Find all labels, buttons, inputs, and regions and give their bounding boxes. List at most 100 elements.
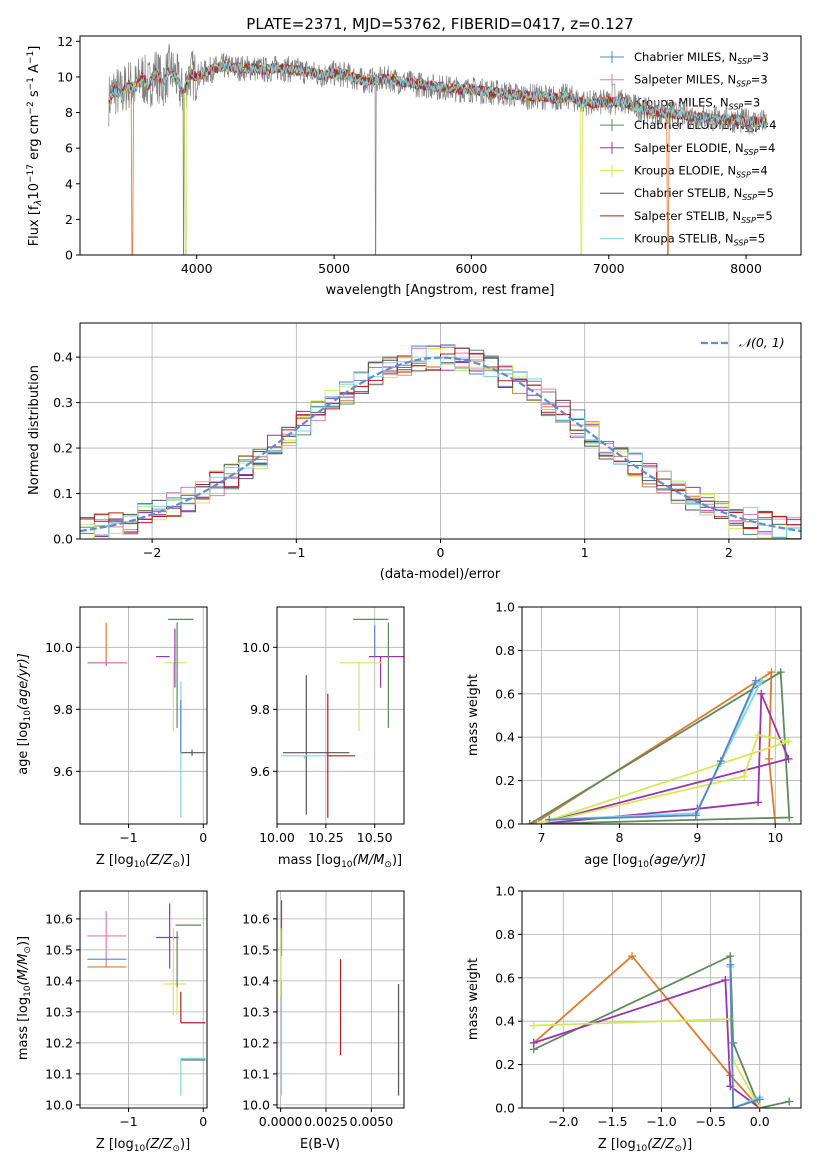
- mass-weight-line: [729, 964, 760, 1108]
- x-tick-label: −1.5: [597, 1114, 627, 1129]
- x-tick-label: −0.5: [695, 1114, 725, 1129]
- y-tick-label: 10.0: [242, 640, 270, 655]
- plus-marker: [740, 772, 749, 781]
- x-tick-label: 7: [538, 830, 546, 845]
- axes-frame: [521, 606, 802, 825]
- legend-label-tail: =5: [756, 209, 773, 223]
- y-tick-label: 0.0: [495, 1101, 515, 1116]
- x-tick-label: 9: [693, 830, 701, 845]
- y-tick-label: 10.2: [242, 1035, 270, 1050]
- y-tick-label: 8: [65, 105, 73, 120]
- x-tick-label: 0.0: [750, 1114, 770, 1129]
- axes-frame: [276, 890, 405, 1109]
- plus-marker: [751, 676, 760, 685]
- x-tick-label: 1: [581, 545, 589, 560]
- y-tick-label: 10.2: [45, 1035, 73, 1050]
- x-tick-label: 10.00: [259, 830, 295, 845]
- legend-label-name: Salpeter STELIB, N: [634, 209, 741, 223]
- y-tick-label: 0.2: [495, 1057, 515, 1072]
- legend-label-name: Chabrier STELIB, N: [634, 186, 742, 200]
- spectrum-panel: PLATE=2371, MJD=53762, FIBERID=0417, z=0…: [26, 15, 802, 298]
- plus-marker: [529, 1038, 538, 1047]
- y-tick-label: 1.0: [495, 600, 515, 615]
- x-tick-label: −2: [143, 545, 161, 560]
- gaussian-curve: [80, 356, 801, 533]
- x-tick-label: −2.0: [548, 1114, 578, 1129]
- x-tick-label: 0: [437, 545, 445, 560]
- plus-marker: [785, 813, 794, 822]
- y-tick-label: 2: [65, 212, 73, 227]
- legend-label-name: Chabrier MILES, N: [634, 50, 737, 64]
- legend-label-sub: SSP: [744, 148, 759, 157]
- y-tick-label: 10.4: [45, 973, 73, 988]
- mw-z-x-label: Z [log10(Z/Z⊙)]: [598, 1137, 692, 1154]
- axes-frame: [79, 322, 802, 540]
- mass-weight-line: [549, 679, 764, 821]
- plus-marker: [729, 1038, 738, 1047]
- y-tick-label: 1.0: [495, 884, 515, 899]
- x-tick-label: 10: [767, 830, 783, 845]
- plus-marker: [729, 1104, 738, 1108]
- plus-marker: [726, 952, 735, 961]
- y-tick-label: 10.1: [45, 1066, 73, 1081]
- x-tick-label: −1: [119, 830, 137, 845]
- x-tick-label: 6000: [455, 261, 487, 276]
- y-tick-label: 0.8: [495, 643, 515, 658]
- x-tick-label: 0: [199, 830, 207, 845]
- x-tick-label: 0.0025: [304, 1114, 348, 1129]
- y-tick-label: 0.6: [495, 686, 515, 701]
- plot-area: [525, 668, 794, 824]
- plus-marker: [726, 960, 735, 969]
- x-tick-label: −1.0: [646, 1114, 676, 1129]
- y-tick-label: 10: [57, 69, 73, 84]
- age-z-x-label: Z [log10(Z/Z⊙)]: [96, 853, 190, 870]
- plus-marker: [785, 1097, 794, 1106]
- plot-area: [87, 618, 206, 818]
- residual-histogram-panel: (data-model)/error Normed distribution 𝒩…: [27, 322, 802, 582]
- y-tick-label: 0.4: [495, 730, 515, 745]
- legend-label: Kroupa STELIB, NSSP=5: [634, 232, 765, 248]
- y-tick-label: 0.3: [53, 395, 73, 410]
- mass-vs-metallicity-panel: Z [log10(Z/Z⊙)] mass [log10(M/M⊙)] −1 0 10…: [16, 890, 208, 1154]
- x-tick-label: 10.25: [308, 830, 344, 845]
- mass-z-x-label: Z [log10(Z/Z⊙)]: [96, 1137, 190, 1154]
- x-tick-label: 0.0000: [259, 1114, 303, 1129]
- spectrum-title: PLATE=2371, MJD=53762, FIBERID=0417, z=0…: [246, 15, 633, 33]
- plus-marker: [754, 731, 763, 740]
- plus-marker: [757, 689, 766, 698]
- age-vs-mass-panel: mass [log10(M/M⊙)] 10.00 10.25 10.50 9.6 9.8…: [242, 606, 405, 870]
- age-mass-x-label: mass [log10(M/M⊙)]: [278, 853, 402, 870]
- x-tick-label: 8000: [730, 261, 762, 276]
- mass-ebv-x-label: E(B-V): [300, 1137, 340, 1152]
- plus-marker: [691, 811, 700, 820]
- plus-marker: [721, 975, 730, 984]
- mass-weight-line: [549, 680, 757, 821]
- axes-frame: [79, 35, 802, 256]
- plus-marker: [784, 754, 793, 763]
- mass-weight-line: [729, 966, 761, 1108]
- mass-weight-line: [533, 978, 761, 1108]
- x-tick-label: 10.50: [357, 830, 393, 845]
- legend-label: Salpeter STELIB, NSSP=5: [634, 209, 773, 225]
- y-tick-label: 0.8: [495, 927, 515, 942]
- y-tick-label: 10.6: [242, 911, 270, 926]
- legend-label-tail: =5: [757, 186, 774, 200]
- y-tick-label: 6: [65, 141, 73, 156]
- x-tick-label: −1: [119, 1114, 137, 1129]
- legend-label-sub: SSP: [734, 239, 749, 248]
- plus-marker: [533, 820, 542, 824]
- plus-marker: [765, 754, 774, 763]
- legend-label: Salpeter MILES, NSSP=3: [634, 73, 768, 89]
- spectrum-x-label: wavelength [Angstrom, rest frame]: [326, 283, 555, 298]
- plus-marker: [525, 820, 534, 824]
- x-tick-label: 7000: [593, 261, 625, 276]
- plus-marker: [771, 820, 780, 824]
- y-tick-label: 4: [65, 176, 73, 191]
- legend-label-tail: =3: [743, 95, 760, 109]
- y-tick-label: 9.6: [53, 764, 73, 779]
- y-tick-label: 9.6: [250, 764, 270, 779]
- y-tick-label: 9.8: [250, 702, 270, 717]
- x-tick-label: 0: [199, 1114, 207, 1129]
- y-tick-label: 10.6: [45, 911, 73, 926]
- axes-frame: [521, 890, 802, 1109]
